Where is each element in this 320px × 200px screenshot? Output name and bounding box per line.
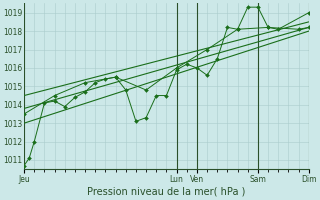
- X-axis label: Pression niveau de la mer( hPa ): Pression niveau de la mer( hPa ): [87, 187, 246, 197]
